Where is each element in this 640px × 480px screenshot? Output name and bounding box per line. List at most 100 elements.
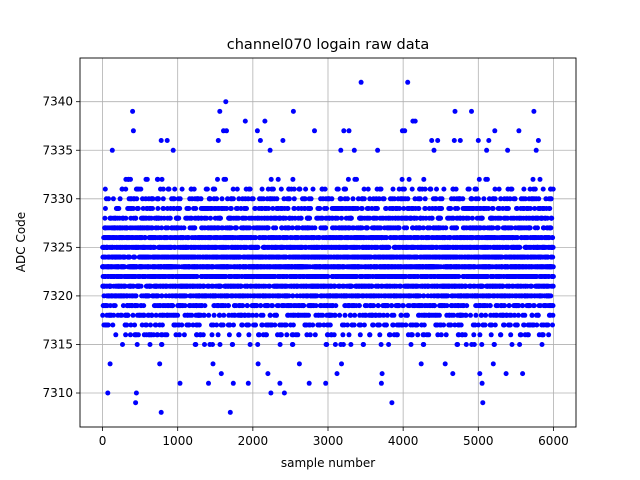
data-point: [322, 186, 328, 192]
data-point: [193, 206, 199, 211]
data-point: [119, 186, 125, 192]
data-point: [453, 186, 459, 192]
data-point: [408, 342, 414, 347]
data-point: [102, 186, 108, 192]
data-point: [396, 225, 402, 231]
data-point: [378, 342, 384, 347]
data-point: [110, 322, 116, 328]
data-point: [443, 225, 449, 231]
data-point: [340, 332, 346, 338]
data-point: [127, 254, 132, 260]
data-point: [308, 206, 314, 211]
data-point: [331, 332, 337, 338]
data-point: [148, 215, 154, 221]
data-point: [278, 186, 284, 192]
data-point: [308, 196, 314, 202]
data-point: [361, 322, 367, 328]
data-point: [240, 303, 246, 309]
data-point: [183, 293, 189, 299]
data-point: [277, 342, 283, 347]
data-point: [284, 332, 290, 338]
data-point: [138, 283, 144, 289]
data-point: [210, 342, 215, 347]
data-point: [295, 332, 301, 338]
data-point: [356, 303, 362, 309]
data-point: [317, 206, 323, 211]
data-point: [365, 186, 371, 192]
data-point: [228, 206, 234, 211]
data-point: [134, 342, 140, 347]
data-point: [138, 186, 144, 192]
data-point: [122, 264, 128, 270]
data-point: [202, 342, 207, 347]
data-point: [285, 206, 291, 211]
data-point: [270, 303, 275, 309]
data-point: [155, 332, 161, 338]
data-point: [448, 206, 454, 211]
data-point: [120, 303, 126, 309]
data-point: [312, 332, 318, 338]
data-point: [105, 322, 111, 328]
data-point: [458, 322, 464, 328]
data-point: [214, 322, 220, 328]
data-point: [307, 332, 313, 338]
data-point: [307, 215, 313, 221]
data-point: [153, 312, 159, 318]
data-point: [176, 332, 182, 338]
data-point: [217, 312, 223, 318]
data-point: [132, 254, 138, 260]
data-point: [443, 332, 449, 338]
data-point: [303, 186, 309, 192]
data-point: [462, 332, 468, 338]
data-point: [142, 235, 148, 241]
data-point: [438, 215, 443, 221]
data-point: [186, 322, 192, 328]
data-point: [406, 176, 412, 182]
data-point: [202, 303, 208, 309]
data-point: [150, 206, 155, 211]
data-point: [370, 322, 376, 328]
data-point: [286, 196, 292, 202]
data-point: [390, 186, 396, 192]
data-point: [268, 176, 274, 182]
data-point: [401, 186, 407, 192]
data-point: [177, 196, 183, 202]
data-point: [415, 332, 421, 338]
data-point: [253, 322, 258, 328]
data-point: [306, 312, 311, 318]
data-point: [350, 196, 356, 202]
data-point: [342, 312, 348, 318]
data-point: [226, 332, 232, 338]
data-point: [246, 322, 252, 328]
data-point: [290, 176, 296, 182]
data-point: [147, 342, 153, 347]
data-point: [365, 225, 370, 231]
data-point: [405, 196, 411, 202]
data-point: [367, 332, 373, 338]
data-point: [434, 186, 439, 192]
data-point: [267, 312, 273, 318]
data-point: [218, 283, 224, 289]
data-point: [148, 322, 153, 328]
data-point: [100, 312, 106, 318]
data-point: [301, 303, 307, 309]
data-point: [422, 196, 428, 202]
data-point: [181, 225, 187, 231]
data-point: [455, 342, 461, 347]
data-point: [124, 322, 130, 328]
data-point: [123, 215, 129, 221]
data-point: [133, 293, 139, 299]
data-point: [236, 332, 242, 338]
data-point: [122, 283, 128, 289]
data-point: [327, 322, 333, 328]
data-point: [352, 312, 358, 318]
data-point: [123, 186, 129, 192]
data-point: [155, 293, 161, 299]
data-point: [181, 332, 187, 338]
data-point: [175, 312, 181, 318]
data-point: [422, 186, 428, 192]
data-point: [155, 176, 161, 182]
data-point: [182, 303, 188, 309]
data-point: [275, 176, 281, 182]
data-point: [170, 303, 176, 309]
